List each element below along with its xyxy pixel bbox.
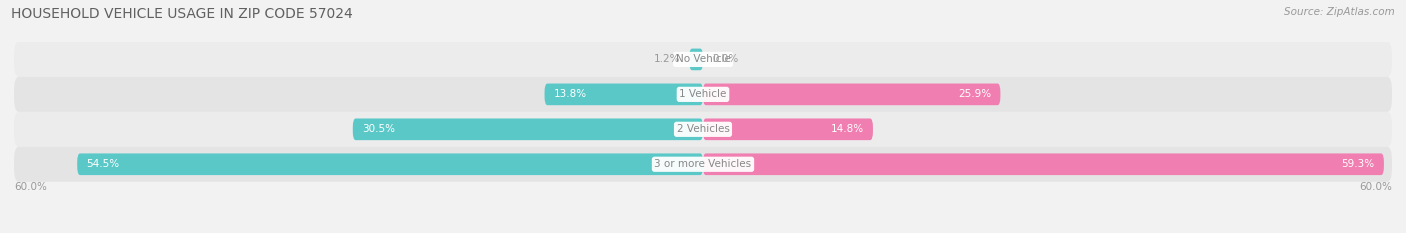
- Text: No Vehicle: No Vehicle: [675, 55, 731, 64]
- Text: Source: ZipAtlas.com: Source: ZipAtlas.com: [1284, 7, 1395, 17]
- FancyBboxPatch shape: [544, 84, 703, 105]
- Text: 2 Vehicles: 2 Vehicles: [676, 124, 730, 134]
- FancyBboxPatch shape: [14, 77, 1392, 112]
- Text: 54.5%: 54.5%: [86, 159, 120, 169]
- FancyBboxPatch shape: [689, 49, 703, 70]
- Text: 1 Vehicle: 1 Vehicle: [679, 89, 727, 99]
- Text: 60.0%: 60.0%: [1360, 182, 1392, 192]
- Text: 0.0%: 0.0%: [713, 55, 738, 64]
- FancyBboxPatch shape: [14, 147, 1392, 182]
- FancyBboxPatch shape: [14, 112, 1392, 147]
- FancyBboxPatch shape: [703, 154, 1384, 175]
- Text: 3 or more Vehicles: 3 or more Vehicles: [654, 159, 752, 169]
- FancyBboxPatch shape: [703, 118, 873, 140]
- Text: 59.3%: 59.3%: [1341, 159, 1375, 169]
- FancyBboxPatch shape: [353, 118, 703, 140]
- Text: 14.8%: 14.8%: [831, 124, 863, 134]
- Text: 13.8%: 13.8%: [554, 89, 586, 99]
- FancyBboxPatch shape: [703, 84, 1001, 105]
- Text: 1.2%: 1.2%: [654, 55, 681, 64]
- Text: HOUSEHOLD VEHICLE USAGE IN ZIP CODE 57024: HOUSEHOLD VEHICLE USAGE IN ZIP CODE 5702…: [11, 7, 353, 21]
- Text: 30.5%: 30.5%: [361, 124, 395, 134]
- Text: 25.9%: 25.9%: [957, 89, 991, 99]
- FancyBboxPatch shape: [77, 154, 703, 175]
- Text: 60.0%: 60.0%: [14, 182, 46, 192]
- FancyBboxPatch shape: [14, 42, 1392, 77]
